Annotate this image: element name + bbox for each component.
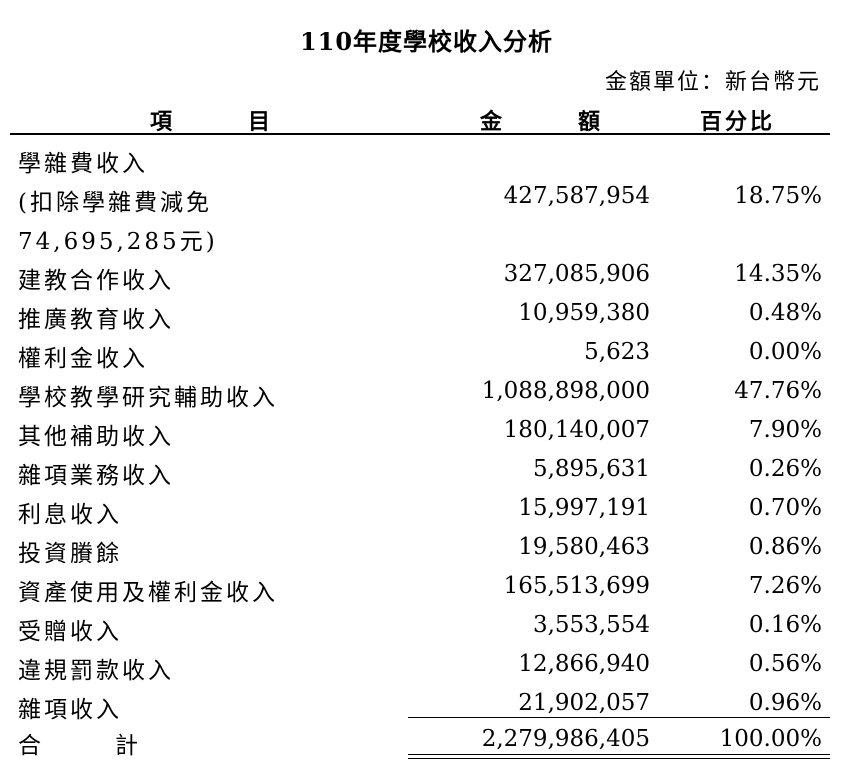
row-percent: 0.16% xyxy=(748,612,822,638)
row-percent: 0.56% xyxy=(748,651,822,677)
row-amount: 180,140,007 xyxy=(503,417,650,443)
total-percent: 100.00% xyxy=(719,726,822,752)
table-row: 學校教學研究輔助收入 1,088,898,000 47.76% xyxy=(0,372,853,411)
row-amount: 5,895,631 xyxy=(532,456,650,482)
row-item: 學校教學研究輔助收入 xyxy=(18,385,278,411)
table-row: 推廣教育收入 10,959,380 0.48% xyxy=(0,294,853,333)
row-amount: 5,623 xyxy=(584,339,650,365)
table-row: 雜項業務收入 5,895,631 0.26% xyxy=(0,450,853,489)
row-amount: 19,580,463 xyxy=(518,534,650,560)
row-item-line: 學雜費收入 xyxy=(18,151,148,177)
table-row: 建教合作收入 327,085,906 14.35% xyxy=(0,255,853,294)
row-amount: 3,553,554 xyxy=(532,612,650,638)
row-item: 投資賸餘 xyxy=(18,541,122,567)
total-double-rule xyxy=(408,758,830,759)
row-item: 學雜費收入 (扣除學雜費減免 74,695,285元) xyxy=(18,144,218,261)
page-title: 110年度學校收入分析 xyxy=(299,27,554,56)
table-row: 權利金收入 5,623 0.00% xyxy=(0,333,853,372)
row-percent: 7.26% xyxy=(748,573,822,599)
table-row: 學雜費收入 (扣除學雜費減免 74,695,285元) 427,587,954 … xyxy=(0,138,853,255)
row-item-line: 74,695,285元) xyxy=(18,229,218,255)
row-percent: 14.35% xyxy=(734,261,822,287)
row-item: 雜項業務收入 xyxy=(18,463,174,489)
row-item: 資產使用及權利金收入 xyxy=(18,580,278,606)
row-item: 其他補助收入 xyxy=(18,424,174,450)
row-percent: 0.00% xyxy=(748,339,822,365)
row-percent: 0.96% xyxy=(748,690,822,716)
column-header-amount: 金 額 xyxy=(480,104,600,135)
table-row: 雜項收入 21,902,057 0.96% xyxy=(0,684,853,723)
row-item: 利息收入 xyxy=(18,502,122,528)
row-percent: 0.48% xyxy=(748,300,822,326)
column-header-item-char: 目 xyxy=(247,109,270,135)
row-item: 雜項收入 xyxy=(18,697,122,723)
row-percent: 0.26% xyxy=(748,456,822,482)
total-top-rule xyxy=(408,717,830,718)
row-item-line: (扣除學雜費減免 xyxy=(18,190,212,216)
column-header-item-char: 項 xyxy=(150,109,173,135)
table-row: 其他補助收入 180,140,007 7.90% xyxy=(0,411,853,450)
row-percent: 0.70% xyxy=(748,495,822,521)
header-rule xyxy=(10,133,830,135)
row-percent: 0.86% xyxy=(748,534,822,560)
row-amount: 10,959,380 xyxy=(518,300,650,326)
total-double-rule xyxy=(408,754,830,755)
total-label: 合 計 xyxy=(18,726,138,760)
total-label-char: 合 xyxy=(18,733,41,759)
total-label-char: 計 xyxy=(115,733,138,759)
row-item: 建教合作收入 xyxy=(18,268,174,294)
table-row: 資產使用及權利金收入 165,513,699 7.26% xyxy=(0,567,853,606)
row-amount: 15,997,191 xyxy=(518,495,650,521)
table-row: 利息收入 15,997,191 0.70% xyxy=(0,489,853,528)
row-item: 權利金收入 xyxy=(18,346,148,372)
row-amount: 165,513,699 xyxy=(503,573,650,599)
row-amount: 12,866,940 xyxy=(518,651,650,677)
income-table: 學雜費收入 (扣除學雜費減免 74,695,285元) 427,587,954 … xyxy=(0,138,853,723)
row-amount: 427,587,954 xyxy=(503,183,650,209)
column-header-percent: 百分比 xyxy=(700,109,776,135)
row-percent: 18.75% xyxy=(734,183,822,209)
row-item: 違規罰款收入 xyxy=(18,658,174,684)
row-amount: 1,088,898,000 xyxy=(481,378,650,404)
table-row: 投資賸餘 19,580,463 0.86% xyxy=(0,528,853,567)
row-amount: 327,085,906 xyxy=(503,261,650,287)
currency-unit-note: 金額單位：新台幣元 xyxy=(604,70,821,95)
column-header-item: 項 目 xyxy=(150,104,270,135)
column-header-amount-char: 金 xyxy=(480,109,503,135)
total-amount: 2,279,986,405 xyxy=(481,726,650,752)
row-percent: 7.90% xyxy=(748,417,822,443)
row-amount: 21,902,057 xyxy=(518,690,650,716)
table-row: 違規罰款收入 12,866,940 0.56% xyxy=(0,645,853,684)
row-percent: 47.76% xyxy=(734,378,822,404)
column-header-amount-char: 額 xyxy=(577,109,600,135)
row-item: 受贈收入 xyxy=(18,619,122,645)
table-row: 受贈收入 3,553,554 0.16% xyxy=(0,606,853,645)
row-item: 推廣教育收入 xyxy=(18,307,174,333)
